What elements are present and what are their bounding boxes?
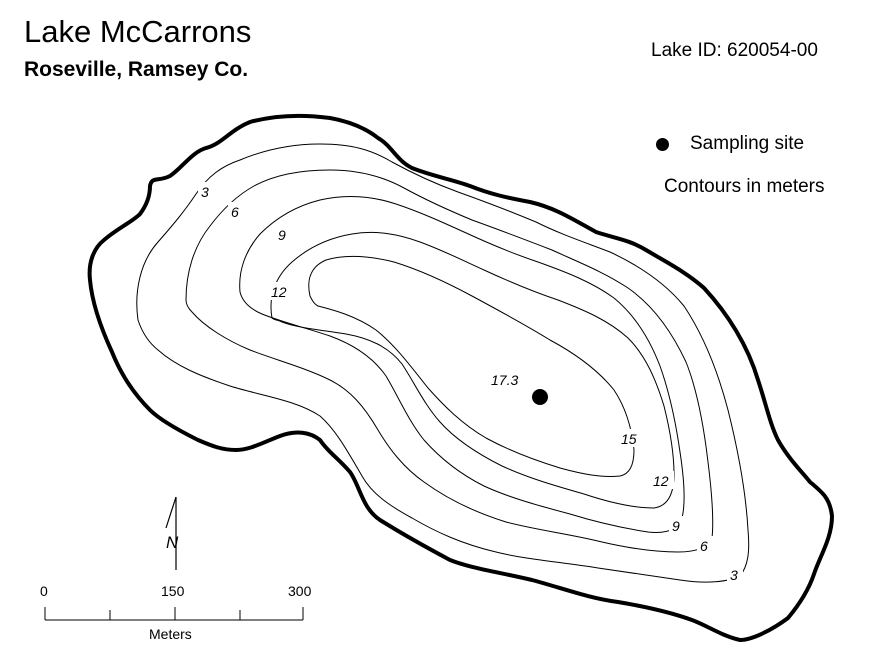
map-title: Lake McCarrons [24, 14, 252, 49]
lake-id: Lake ID: 620054-00 [651, 40, 818, 61]
max-depth-label: 17.3 [491, 372, 518, 388]
contour-label-6-nw: 6 [231, 204, 239, 220]
sampling-site-marker [532, 389, 548, 405]
north-arrow: N [165, 496, 179, 570]
contour-3m [136, 143, 750, 583]
scale-tick-150: 150 [161, 583, 185, 599]
contour-label-9-nw: 9 [278, 227, 286, 243]
contour-label-3-nw: 3 [201, 184, 209, 200]
contour-15m [308, 255, 635, 477]
legend-sampling-site-label: Sampling site [690, 133, 805, 154]
contour-labels: 3 6 9 12 17.3 15 12 9 6 3 [198, 182, 743, 583]
scale-tick-0: 0 [40, 583, 48, 599]
contour-9m [239, 196, 685, 533]
contour-12m [270, 231, 675, 509]
sampling-site-dot-icon [656, 137, 669, 151]
map-subtitle: Roseville, Ramsey Co. [24, 58, 249, 81]
legend-sampling-site: Sampling site [656, 133, 804, 155]
shoreline [87, 113, 834, 642]
scale-units: Meters [149, 626, 192, 642]
contour-label-12-nw: 12 [271, 284, 287, 300]
legend-contours-note: Contours in meters [664, 176, 825, 197]
contour-label-3-se: 3 [730, 567, 738, 583]
contour-label-9-se: 9 [672, 518, 680, 534]
contour-6m [185, 169, 714, 553]
contour-label-6-se: 6 [700, 538, 708, 554]
north-arrow-label: N [166, 533, 179, 552]
contour-label-15: 15 [621, 431, 637, 447]
scale-bar: 0 150 300 Meters [40, 583, 312, 642]
contour-label-12-se: 12 [653, 473, 669, 489]
scale-tick-300: 300 [288, 583, 312, 599]
